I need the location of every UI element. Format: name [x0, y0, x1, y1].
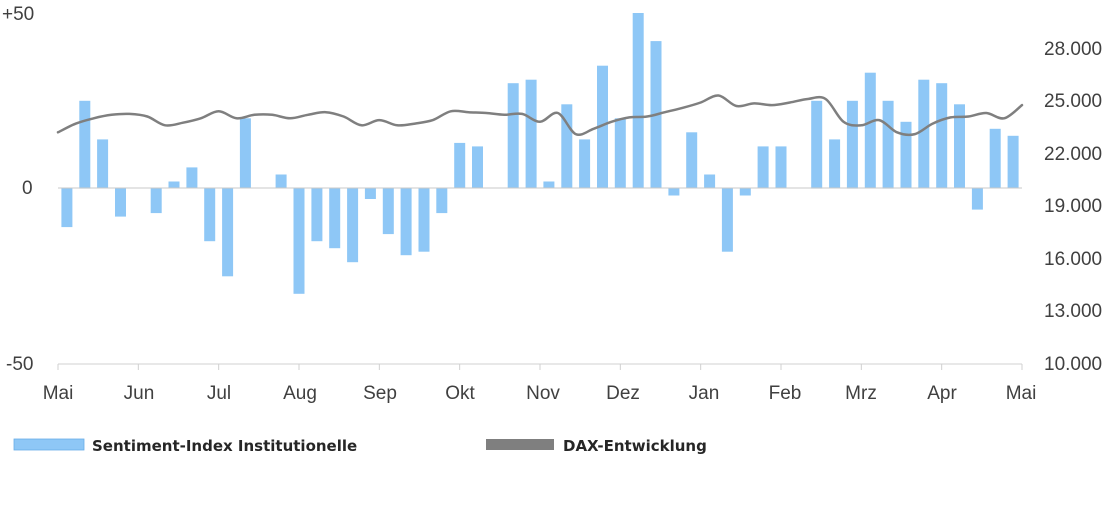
- sentiment-bar: [168, 181, 180, 189]
- month-label: Mai: [43, 383, 74, 404]
- sentiment-bar: [900, 121, 912, 189]
- sentiment-bar: [525, 79, 537, 189]
- sentiment-bar: [775, 146, 787, 189]
- sentiment-bar: [757, 146, 769, 189]
- sentiment-bar: [668, 188, 680, 196]
- sentiment-bar: [721, 188, 733, 252]
- sentiment-bars: [61, 13, 1019, 294]
- month-label: Dez: [606, 383, 640, 404]
- sentiment-bar: [382, 188, 394, 235]
- sentiment-bar: [846, 100, 858, 189]
- right-tick-28000: 28.000: [1044, 39, 1102, 60]
- month-label: Mai: [1006, 383, 1037, 404]
- sentiment-bar: [614, 118, 626, 189]
- sentiment-bar: [989, 128, 1001, 189]
- month-label: Jun: [124, 383, 155, 404]
- month-label: Apr: [927, 383, 957, 404]
- sentiment-bar: [954, 104, 965, 189]
- month-label: Mrz: [845, 383, 877, 404]
- legend-swatch-sentiment: [13, 438, 85, 451]
- sentiment-bar: [204, 188, 216, 242]
- sentiment-bar: [971, 188, 983, 210]
- sentiment-bar: [579, 139, 591, 189]
- sentiment-bar: [61, 188, 73, 228]
- sentiment-bar: [418, 188, 430, 252]
- month-label: Jul: [207, 383, 231, 404]
- month-label: Okt: [445, 383, 475, 404]
- sentiment-bar: [115, 188, 126, 217]
- sentiment-bar: [436, 188, 448, 214]
- month-label: Feb: [769, 383, 802, 404]
- sentiment-bar: [632, 13, 644, 189]
- sentiment-bar: [364, 188, 376, 199]
- right-tick-22000: 22.000: [1044, 144, 1102, 165]
- sentiment-bar: [936, 83, 948, 189]
- sentiment-bar: [97, 139, 109, 189]
- sentiment-bar: [293, 188, 305, 294]
- sentiment-bar: [311, 188, 323, 242]
- sentiment-bar: [918, 79, 930, 189]
- month-label: Aug: [283, 383, 317, 404]
- legend-swatch-dax: [486, 439, 554, 450]
- sentiment-bar: [704, 174, 716, 189]
- sentiment-bar: [150, 188, 162, 214]
- sentiment-bar: [507, 83, 519, 189]
- sentiment-bar: [882, 100, 894, 189]
- sentiment-bar: [1007, 135, 1019, 189]
- month-label: Jan: [689, 383, 720, 404]
- sentiment-bar: [79, 100, 91, 189]
- month-label: Nov: [526, 383, 560, 404]
- sentiment-bar: [186, 167, 198, 189]
- sentiment-bar: [686, 132, 698, 189]
- sentiment-bar: [454, 142, 466, 189]
- dax-line: [56, 94, 1024, 137]
- sentiment-bar: [543, 181, 555, 189]
- sentiment-bar: [829, 139, 841, 189]
- left-tick-top: +50: [2, 4, 34, 25]
- sentiment-bar: [472, 146, 483, 189]
- left-tick-zero: 0: [22, 178, 33, 199]
- sentiment-bar: [597, 65, 608, 189]
- sentiment-bar: [329, 188, 341, 249]
- sentiment-bar: [811, 100, 823, 189]
- legend: Sentiment-Index Institutionelle DAX-Entw…: [13, 437, 707, 455]
- sentiment-bar: [400, 188, 412, 256]
- right-tick-19000: 19.000: [1044, 196, 1102, 217]
- right-tick-25000: 25.000: [1044, 91, 1102, 112]
- legend-label-sentiment: Sentiment-Index Institutionelle: [92, 437, 357, 455]
- right-tick-13000: 13.000: [1044, 301, 1102, 322]
- sentiment-bar: [739, 188, 751, 196]
- sentiment-bar: [222, 188, 234, 277]
- right-tick-10000: 10.000: [1044, 354, 1102, 375]
- sentiment-bar: [561, 104, 573, 189]
- sentiment-bar: [275, 174, 287, 189]
- legend-label-dax: DAX-Entwicklung: [563, 437, 707, 455]
- right-tick-16000: 16.000: [1044, 249, 1102, 270]
- sentiment-bar: [347, 188, 359, 263]
- sentiment-bar: [864, 72, 876, 189]
- month-label: Sep: [363, 383, 397, 404]
- x-axis-ticks: [57, 364, 1023, 370]
- left-tick-bottom: -50: [6, 354, 33, 375]
- sentiment-bar: [239, 118, 251, 189]
